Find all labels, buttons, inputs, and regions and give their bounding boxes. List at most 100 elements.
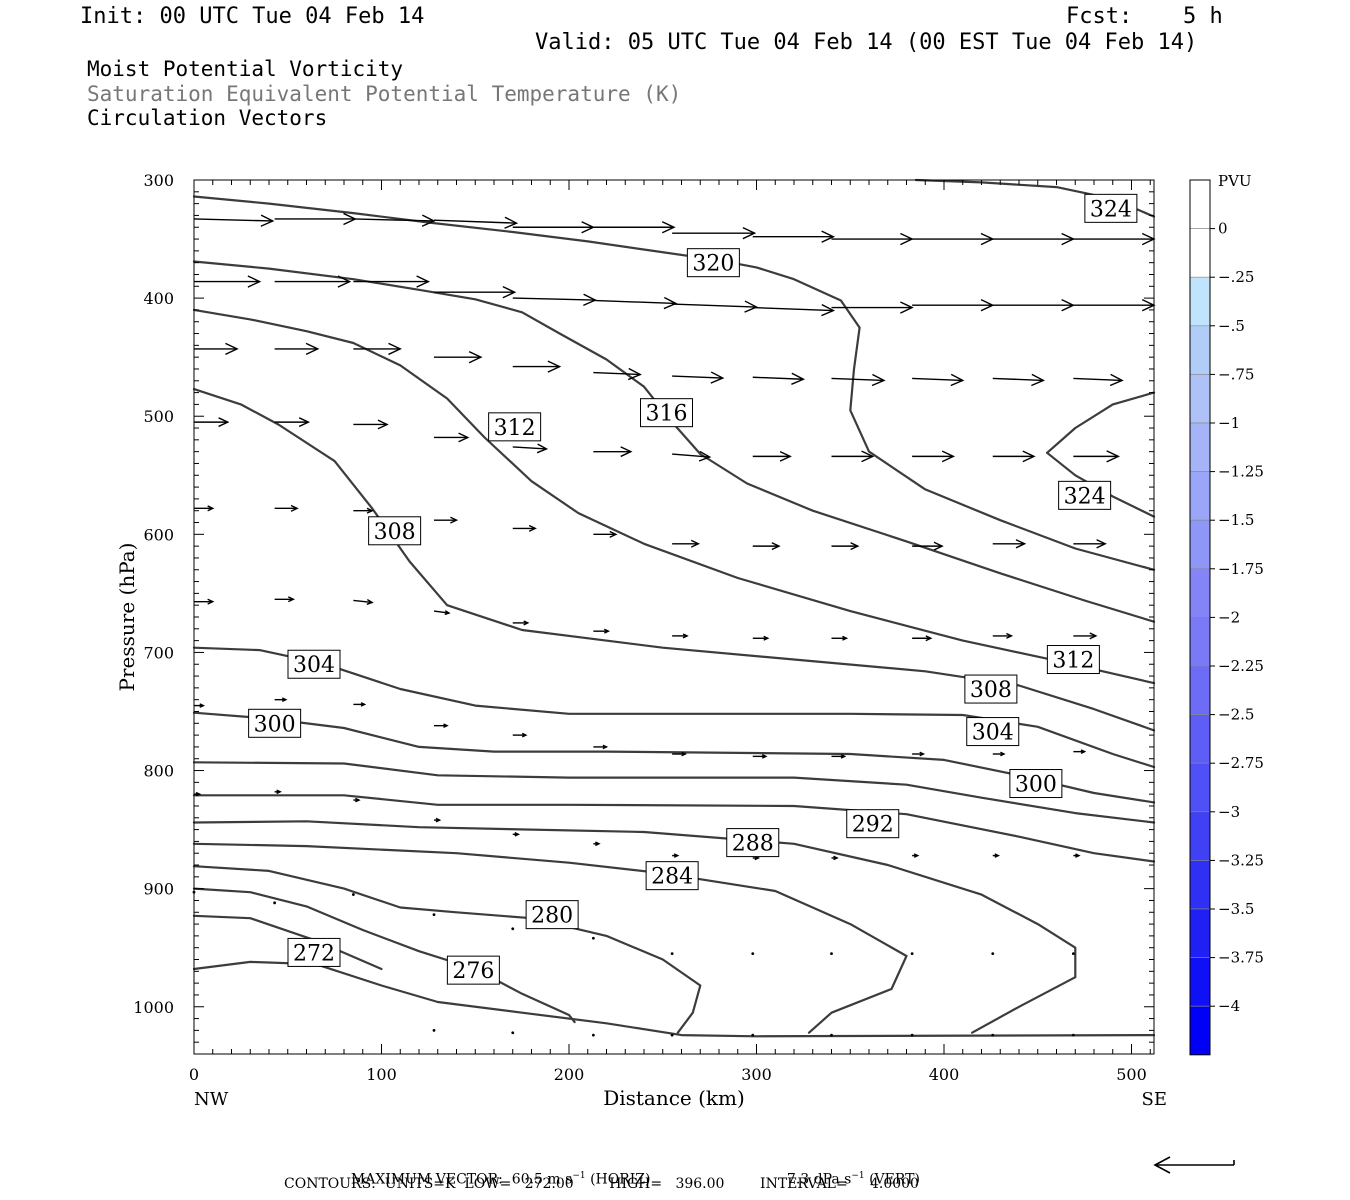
vector-arrow [274, 275, 352, 288]
vector-arrow [992, 232, 1076, 246]
x-tick-label: 400 [929, 1065, 960, 1084]
vector-head [1031, 373, 1046, 387]
vector-arrow [432, 913, 436, 917]
vector-dot [432, 913, 436, 917]
vector-head [1006, 632, 1014, 639]
vector-arrow [992, 373, 1046, 387]
contour-label-292: 292 [846, 809, 900, 839]
contour-label-280: 280 [525, 900, 579, 930]
vector-arrow [434, 286, 517, 299]
vector-head [536, 443, 549, 454]
vector-arrow [511, 1031, 515, 1035]
colorbar: PVU 0 −.25 −.5 −.75 −1 −1.25 −1.5 −1.75 −2 −2.25 −2… [1189, 172, 1264, 1056]
colorbar-swatch [1189, 519, 1211, 570]
vector-arrow [274, 342, 320, 356]
vector-head [950, 373, 965, 387]
vector-head [337, 275, 352, 288]
vector-shaft [672, 375, 723, 379]
vector-head [698, 450, 712, 462]
contour-label-text: 308 [374, 520, 416, 545]
vector-arrow [831, 855, 839, 861]
contour-line-316-2 [192, 260, 1156, 623]
vector-head [450, 516, 459, 524]
vector-arrow [512, 524, 537, 532]
vector-head [207, 598, 215, 605]
plot-frame [193, 179, 1155, 1055]
vector-arrow [512, 732, 528, 738]
contour-label-box [368, 516, 422, 546]
vector-arrow [672, 539, 701, 548]
contour-label-284: 284 [645, 861, 699, 891]
vector-shaft [912, 377, 963, 382]
vector-head [919, 751, 926, 757]
contour-label-308: 308 [964, 674, 1018, 704]
colorbar-swatch [1189, 422, 1211, 472]
vector-head [994, 853, 1001, 858]
vector-head [779, 450, 792, 462]
vector-arrow [353, 342, 402, 356]
contour-label-312: 312 [488, 412, 542, 442]
vector-arrow [831, 301, 914, 314]
y-tick-label: 400 [143, 289, 174, 308]
contour-label-text: 320 [692, 252, 734, 277]
contour-line-272-13 [192, 914, 383, 971]
y-tick-label: 300 [143, 171, 174, 190]
contour-label-box [1009, 769, 1063, 799]
contour-label-box [287, 937, 341, 967]
colorbar-label: −2 [1218, 608, 1240, 626]
colorbar-swatch [1189, 228, 1211, 278]
contour-label-text: 304 [972, 721, 1014, 746]
vector-shaft [353, 218, 435, 222]
contour-label-text: 292 [852, 813, 894, 838]
vector-arrow [672, 371, 725, 384]
vector-arrow [274, 212, 357, 226]
contour-label-box [1058, 480, 1112, 510]
vector-arrow [512, 831, 521, 837]
vector-arrow [193, 214, 275, 227]
vector-arrow [672, 226, 757, 240]
vector-head [913, 853, 920, 858]
colorbar-label: 0 [1218, 220, 1228, 238]
max-vector-horiz-unit: (HORIZ) [590, 1171, 651, 1188]
vector-dot [830, 1033, 833, 1037]
contour-label-box [726, 828, 780, 858]
vector-shaft [992, 377, 1044, 382]
vector-head [504, 216, 519, 229]
vector-arrow [830, 952, 833, 956]
vector-head [443, 723, 449, 728]
colorbar-swatch [1189, 665, 1211, 715]
vector-arrow [992, 299, 1076, 312]
vector-head [771, 542, 781, 551]
contour-line-320-1 [192, 195, 1156, 571]
y-tick-label: 900 [143, 880, 174, 899]
colorbar-swatch [1189, 617, 1211, 667]
vector-arrow [591, 1033, 595, 1037]
vector-dot [273, 901, 277, 905]
vector-arrow [512, 221, 596, 234]
vector-head [620, 446, 633, 458]
vector-dot [751, 952, 755, 956]
vector-arrow [512, 293, 597, 306]
vector-dot [511, 927, 515, 931]
x-tick-label: 300 [741, 1065, 772, 1084]
vector-arrow [912, 635, 933, 642]
vector-dot [670, 952, 674, 956]
contour-label-text: 324 [1090, 197, 1132, 222]
colorbar-swatch [1189, 714, 1211, 764]
colorbar-label: −3.5 [1218, 900, 1254, 918]
vector-arrow [1073, 232, 1156, 246]
vector-arrow [831, 373, 886, 387]
contour-label-308: 308 [368, 516, 422, 546]
vector-head [260, 214, 275, 227]
contour-label-text: 300 [1015, 773, 1057, 798]
vector-shaft [433, 219, 517, 224]
vector-arrow [910, 952, 914, 956]
vector-head [360, 702, 367, 707]
vector-arrow [591, 936, 595, 940]
vector-arrow [1073, 373, 1124, 387]
x-tick-label: 200 [554, 1065, 585, 1084]
vector-arrow [752, 230, 836, 243]
vector-head [305, 342, 320, 356]
vector-dot [591, 936, 595, 940]
vector-arrow [752, 303, 836, 317]
